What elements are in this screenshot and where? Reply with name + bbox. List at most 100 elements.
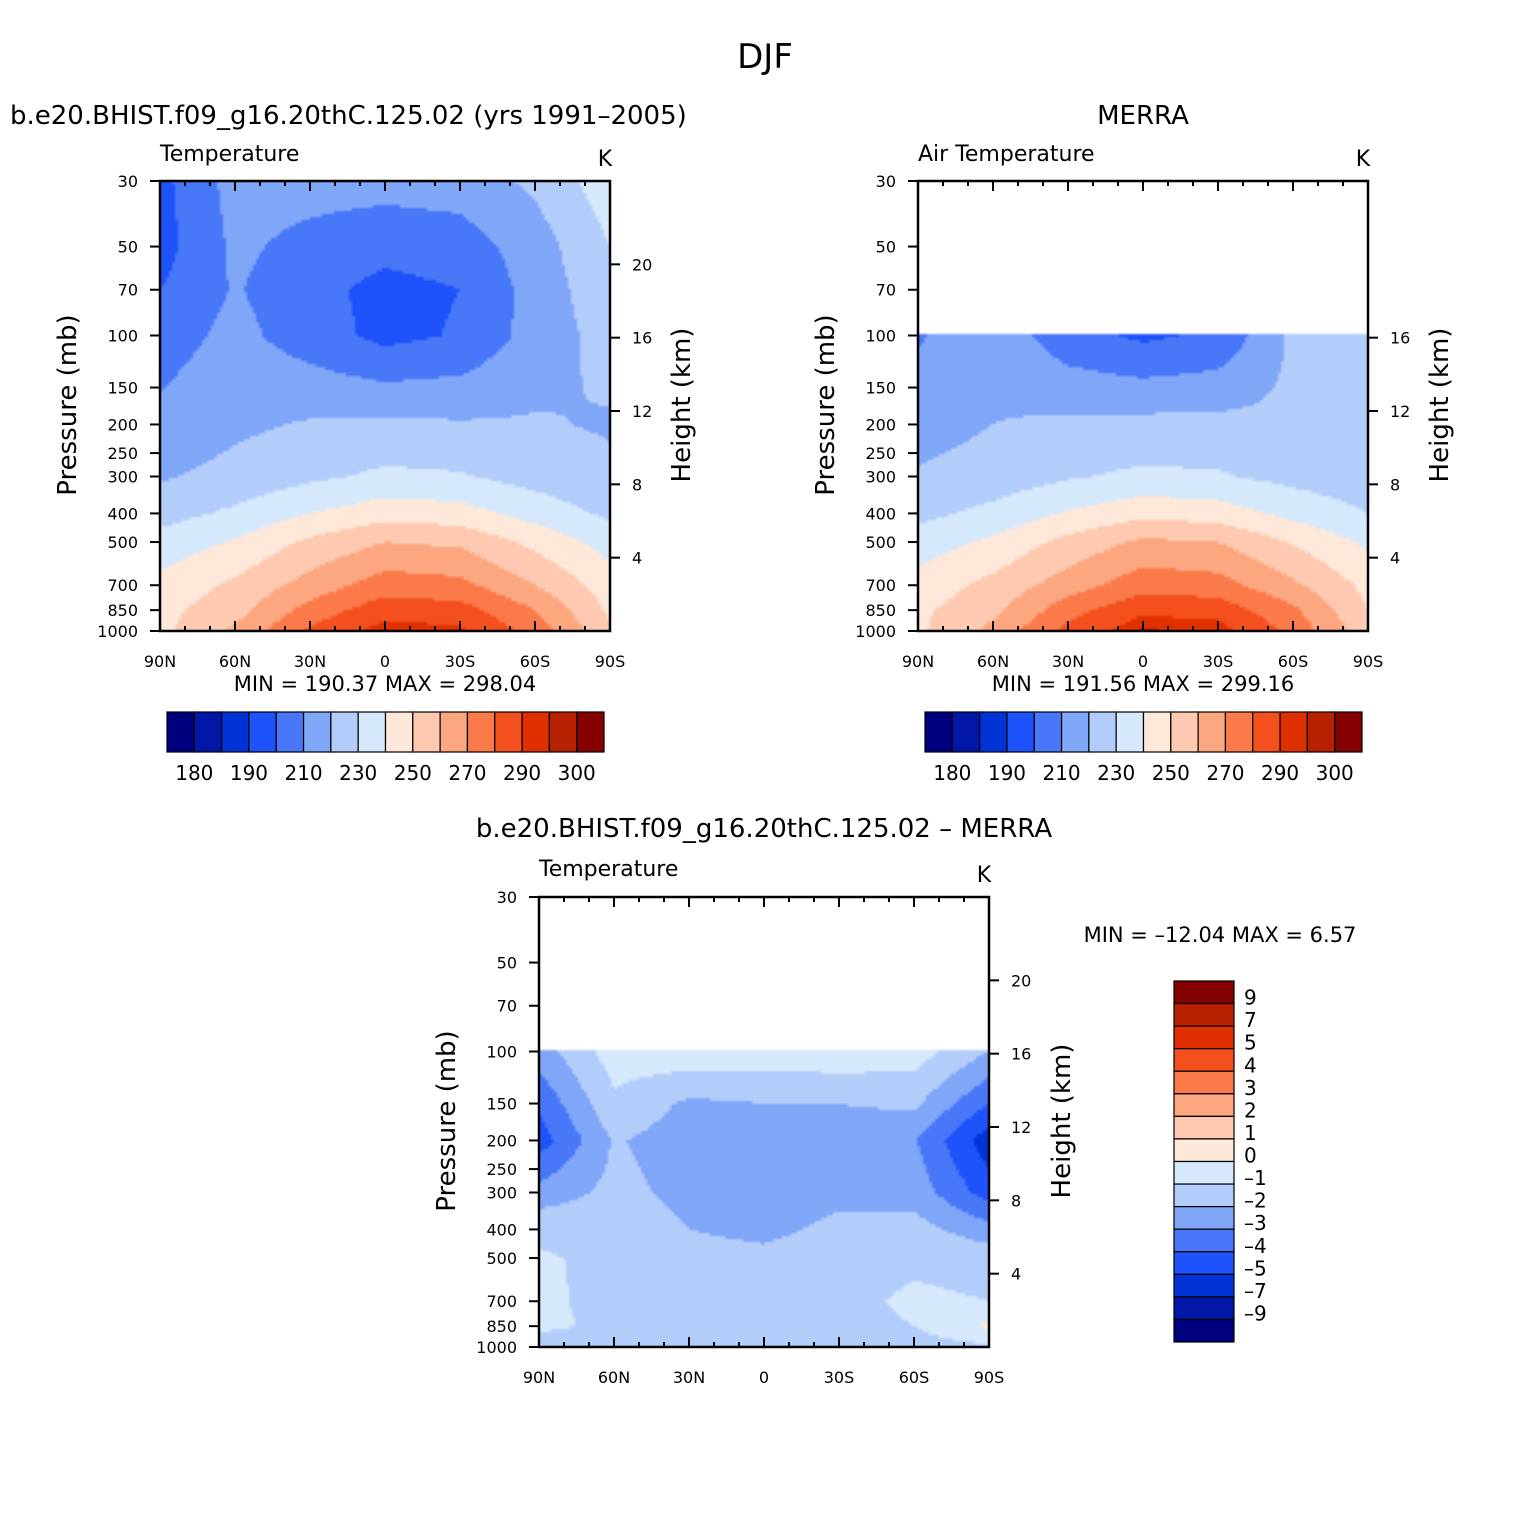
colorbar-box	[302, 711, 332, 753]
y-tick-label: 150	[865, 379, 896, 398]
colorbar-label: 290	[503, 761, 541, 785]
y-tick-label: 250	[107, 444, 138, 463]
colorbar-label: –3	[1244, 1211, 1267, 1235]
colorbar-label: –2	[1244, 1189, 1267, 1213]
y-tick-label: 850	[865, 601, 896, 620]
colorbar-label: 4	[1244, 1053, 1257, 1077]
x-tick-label: 60S	[1278, 652, 1309, 671]
y-tick-label: 150	[107, 379, 138, 398]
y-tick-label: 200	[865, 415, 896, 434]
y2-tick-label: 20	[1011, 971, 1031, 990]
y-tick-label: 250	[865, 444, 896, 463]
colorbar-label: 7	[1244, 1008, 1257, 1032]
panel-y2label: Height (km)	[1425, 328, 1455, 483]
y-tick-label: 1000	[476, 1338, 517, 1357]
colorbar-box	[494, 711, 523, 753]
colorbar-box	[166, 711, 195, 753]
x-tick-label: 90N	[144, 652, 176, 671]
y2-tick-label: 8	[632, 475, 642, 494]
y-tick-label: 400	[865, 504, 896, 523]
y-tick-label: 700	[486, 1292, 517, 1311]
colorbar-box	[248, 711, 277, 753]
colorbar-label: 300	[1316, 761, 1354, 785]
colorbar-box	[548, 711, 578, 753]
y-tick-label: 250	[486, 1160, 517, 1179]
colorbar-box	[1173, 980, 1235, 1005]
x-tick-label: 60N	[219, 652, 251, 671]
colorbar-box	[1197, 711, 1227, 753]
colorbar-box	[1173, 1070, 1235, 1095]
colorbar-label: 5	[1244, 1031, 1257, 1055]
y-tick-label: 400	[486, 1220, 517, 1239]
panel-units: K	[977, 863, 992, 888]
x-tick-label: 0	[759, 1368, 769, 1387]
panel-stats: MIN = 190.37 MAX = 298.04	[234, 672, 536, 696]
x-tick-label: 60S	[899, 1368, 930, 1387]
y-tick-label: 1000	[97, 622, 138, 641]
y-tick-label: 500	[107, 533, 138, 552]
figure-title: DJF	[737, 37, 793, 77]
colorbar-label: 250	[1152, 761, 1190, 785]
colorbar-box	[384, 711, 414, 753]
colorbar-box	[1173, 1183, 1235, 1208]
x-tick-label: 30N	[294, 652, 326, 671]
colorbar-label: 230	[1097, 761, 1135, 785]
y-tick-label: 300	[865, 467, 896, 486]
colorbar-box	[1033, 711, 1063, 753]
colorbar-box	[1306, 711, 1336, 753]
colorbar-label: 1	[1244, 1121, 1257, 1145]
x-tick-label: 90S	[974, 1368, 1005, 1387]
y2-tick-label: 16	[1390, 329, 1410, 348]
y-tick-label: 70	[497, 997, 517, 1016]
colorbar-label: 270	[448, 761, 486, 785]
colorbar-label: 210	[284, 761, 322, 785]
y2-tick-label: 4	[1390, 549, 1400, 568]
colorbar-box	[1173, 1025, 1235, 1050]
colorbar-box	[275, 711, 305, 753]
colorbar-box	[1170, 711, 1199, 753]
colorbar-box	[1088, 711, 1117, 753]
panel-ylabel: Pressure (mb)	[811, 314, 841, 495]
colorbar-label: 300	[558, 761, 596, 785]
panel-model: b.e20.BHIST.f09_g16.20thC.125.02 (yrs 19…	[10, 101, 697, 785]
colorbar-label: 180	[933, 761, 971, 785]
colorbar-box	[1279, 711, 1308, 753]
y2-tick-label: 4	[632, 549, 642, 568]
y-tick-label: 200	[486, 1131, 517, 1150]
panel-title: MERRA	[1097, 101, 1189, 131]
colorbar-box	[1173, 1115, 1235, 1140]
y-tick-label: 70	[118, 281, 138, 300]
panel-y2label: Height (km)	[1047, 1044, 1077, 1199]
y-tick-label: 50	[118, 238, 138, 257]
x-tick-label: 60N	[977, 652, 1009, 671]
colorbar-box	[1173, 1138, 1235, 1163]
colorbar-label: 190	[230, 761, 268, 785]
y-tick-label: 100	[107, 327, 138, 346]
panel-left-label: Temperature	[159, 142, 299, 167]
y-tick-label: 30	[876, 172, 896, 191]
x-tick-label: 30S	[445, 652, 476, 671]
colorbar-box	[1173, 1318, 1235, 1343]
panel-y2label: Height (km)	[667, 328, 697, 483]
y2-tick-label: 8	[1011, 1191, 1021, 1210]
y-tick-label: 850	[107, 601, 138, 620]
x-tick-label: 30N	[1052, 652, 1084, 671]
y-tick-label: 1000	[855, 622, 896, 641]
y-tick-label: 100	[865, 327, 896, 346]
colorbar-box	[1173, 1228, 1235, 1253]
field-contour-fill	[918, 181, 1368, 631]
colorbar-label: 230	[339, 761, 377, 785]
x-tick-label: 0	[1138, 652, 1148, 671]
colorbar-box	[221, 711, 250, 753]
y2-tick-label: 12	[1390, 402, 1410, 421]
y-tick-label: 100	[486, 1043, 517, 1062]
colorbar-label: 9	[1244, 986, 1257, 1010]
panel-difference: b.e20.BHIST.f09_g16.20thC.125.02 – MERRA…	[432, 814, 1356, 1387]
panel-title: b.e20.BHIST.f09_g16.20thC.125.02 – MERRA	[476, 814, 1052, 844]
x-tick-label: 90S	[595, 652, 626, 671]
panel-stats: MIN = –12.04 MAX = 6.57	[1084, 923, 1357, 947]
panel-units: K	[1356, 147, 1371, 172]
colorbar-box	[1173, 1002, 1235, 1027]
colorbar-box	[521, 711, 550, 753]
colorbar-box	[1173, 1296, 1235, 1321]
